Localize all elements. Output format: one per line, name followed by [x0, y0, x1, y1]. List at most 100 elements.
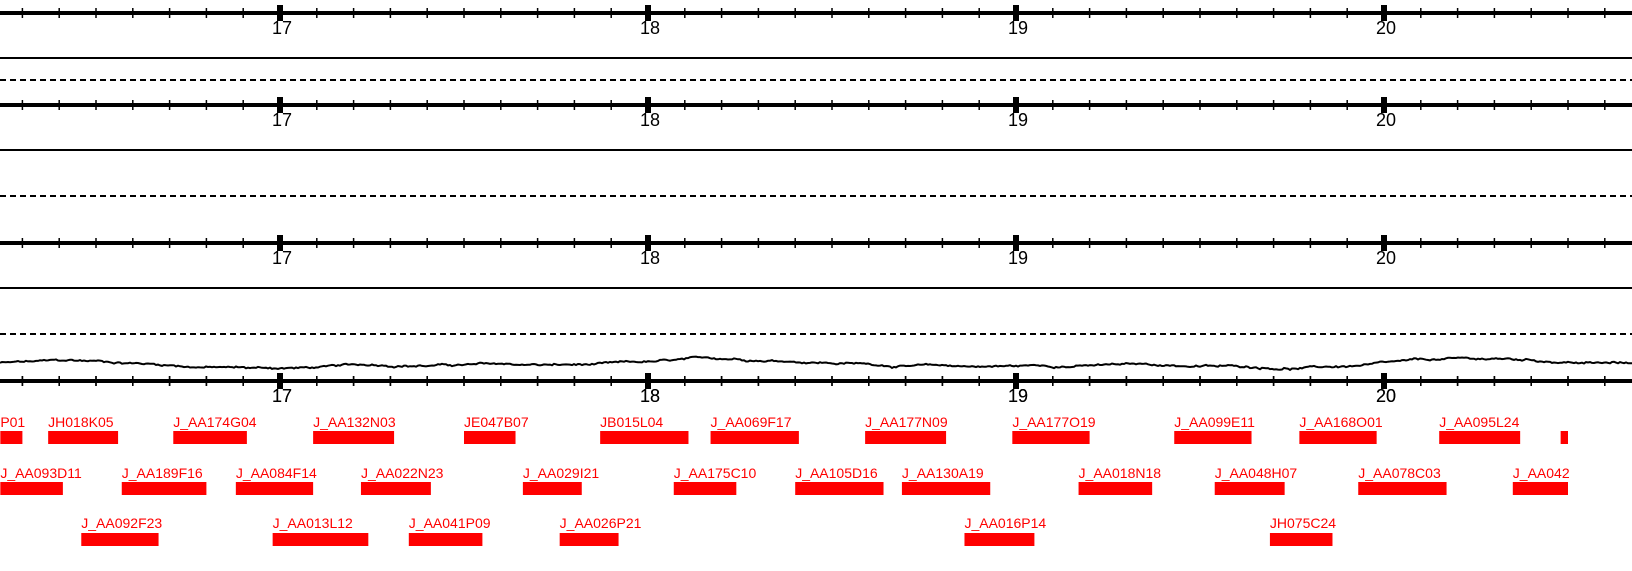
clone-label[interactable]: J_AA078C03 — [1358, 465, 1441, 481]
clone-row2-1[interactable]: J_AA189F16 — [121, 465, 207, 495]
clone-label[interactable]: J_AA018N18 — [1079, 465, 1162, 481]
clone-label[interactable]: J_AA042 — [1513, 465, 1570, 481]
ruler-axis-2: 17 18 19 20 — [0, 235, 1632, 268]
ruler-axis-1: 17 18 19 20 — [0, 97, 1632, 130]
clone-row3-4[interactable]: J_AA016P14 — [964, 515, 1046, 546]
clone-bar[interactable] — [710, 431, 799, 444]
clone-bar[interactable] — [522, 482, 582, 495]
clone-bar[interactable] — [600, 431, 689, 444]
clone-bar[interactable] — [673, 482, 737, 495]
clone-label[interactable]: JE047B07 — [464, 414, 529, 430]
clone-label[interactable]: J_AA016P14 — [964, 515, 1046, 531]
tick-label-19: 19 — [1008, 386, 1028, 406]
clone-row1-2[interactable]: J_AA174G04 — [173, 414, 257, 444]
clone-bar[interactable] — [1439, 431, 1521, 444]
clone-row3-3[interactable]: J_AA026P21 — [559, 515, 642, 546]
clone-bar[interactable] — [272, 533, 369, 546]
clone-bar[interactable] — [360, 482, 431, 495]
clone-bar[interactable] — [1174, 431, 1252, 444]
clone-label[interactable]: J_AA132N03 — [313, 414, 396, 430]
clone-label[interactable]: J_AA095L24 — [1439, 414, 1519, 430]
clone-bar[interactable] — [795, 482, 884, 495]
clone-bar[interactable] — [173, 431, 247, 444]
clone-row1-4[interactable]: JE047B07 — [464, 414, 529, 444]
clone-label[interactable]: J_AA174G04 — [173, 414, 256, 430]
clone-row1-7[interactable]: J_AA177N09 — [865, 414, 948, 444]
clone-row2-0[interactable]: J_AA093D11 — [0, 465, 82, 495]
clone-row3-5[interactable]: JH075C24 — [1269, 515, 1336, 546]
clone-bar[interactable] — [865, 431, 947, 444]
clone-bar[interactable] — [1214, 482, 1285, 495]
clone-bar[interactable] — [0, 431, 23, 444]
clone-bar[interactable] — [121, 482, 207, 495]
clone-bar[interactable] — [408, 533, 483, 546]
clone-bar[interactable] — [313, 431, 395, 444]
clone-bar[interactable] — [1299, 431, 1377, 444]
clone-label[interactable]: J_AA092F23 — [81, 515, 162, 531]
clone-label[interactable]: J_AA048H07 — [1215, 465, 1298, 481]
clone-bar[interactable] — [1560, 431, 1568, 444]
clone-label[interactable]: JH018K05 — [48, 414, 114, 430]
clone-row3-1[interactable]: J_AA013L12 — [272, 515, 369, 546]
clone-row1-12[interactable] — [1560, 431, 1568, 444]
clone-row3-0[interactable]: J_AA092F23 — [81, 515, 162, 546]
clone-tracks: P01 JH018K05 J_AA174G04 J_AA132N03 JE047B07 J… — [0, 414, 1570, 546]
clone-label[interactable]: J_AA099E11 — [1174, 414, 1255, 430]
clone-row2-9[interactable]: J_AA048H07 — [1214, 465, 1298, 495]
clone-row2-3[interactable]: J_AA022N23 — [360, 465, 444, 495]
clone-row1-11[interactable]: J_AA095L24 — [1439, 414, 1521, 444]
clone-row1-1[interactable]: JH018K05 — [48, 414, 119, 444]
clone-label[interactable]: JH075C24 — [1270, 515, 1336, 531]
clone-bar[interactable] — [1269, 533, 1333, 546]
clone-label[interactable]: J_AA069F17 — [711, 414, 792, 430]
clone-label[interactable]: J_AA177O19 — [1012, 414, 1095, 430]
tick-label-17: 17 — [272, 386, 292, 406]
clone-row1-9[interactable]: J_AA099E11 — [1174, 414, 1255, 444]
clone-label[interactable]: P01 — [0, 414, 25, 430]
clone-bar[interactable] — [1078, 482, 1153, 495]
tick-label-19: 19 — [1008, 110, 1028, 130]
clone-row1-6[interactable]: J_AA069F17 — [710, 414, 799, 444]
clone-row3-2[interactable]: J_AA041P09 — [408, 515, 491, 546]
ruler-axis-3: 17 18 19 20 — [0, 373, 1632, 406]
clone-label[interactable]: J_AA026P21 — [560, 515, 642, 531]
clone-bar[interactable] — [235, 482, 314, 495]
clone-row1-10[interactable]: J_AA168O01 — [1299, 414, 1383, 444]
clone-bar[interactable] — [48, 431, 119, 444]
clone-bar[interactable] — [1358, 482, 1447, 495]
clone-row1-0[interactable]: P01 — [0, 414, 25, 444]
clone-label[interactable]: J_AA022N23 — [361, 465, 444, 481]
clone-bar[interactable] — [901, 482, 991, 495]
clone-label[interactable]: J_AA177N09 — [865, 414, 948, 430]
clone-bar[interactable] — [0, 482, 63, 495]
clone-row2-11[interactable]: J_AA042 — [1512, 465, 1570, 495]
clone-row2-2[interactable]: J_AA084F14 — [235, 465, 317, 495]
clone-label[interactable]: J_AA189F16 — [122, 465, 203, 481]
clone-row2-6[interactable]: J_AA105D16 — [795, 465, 884, 495]
tick-label-20: 20 — [1376, 248, 1396, 268]
clone-bar[interactable] — [964, 533, 1035, 546]
clone-bar[interactable] — [464, 431, 516, 444]
clone-label[interactable]: J_AA168O01 — [1299, 414, 1382, 430]
clone-label[interactable]: J_AA041P09 — [409, 515, 491, 531]
clone-row2-4[interactable]: J_AA029I21 — [522, 465, 599, 495]
clone-label[interactable]: J_AA105D16 — [795, 465, 878, 481]
clone-bar[interactable] — [559, 533, 619, 546]
clone-row2-5[interactable]: J_AA175C10 — [673, 465, 757, 495]
clone-bar[interactable] — [1512, 482, 1568, 495]
clone-label[interactable]: J_AA093D11 — [0, 465, 82, 481]
clone-bar[interactable] — [1012, 431, 1090, 444]
clone-row1-8[interactable]: J_AA177O19 — [1012, 414, 1096, 444]
clone-label[interactable]: J_AA029I21 — [523, 465, 599, 481]
clone-row2-10[interactable]: J_AA078C03 — [1358, 465, 1447, 495]
clone-row1-3[interactable]: J_AA132N03 — [313, 414, 396, 444]
clone-label[interactable]: J_AA130A19 — [902, 465, 984, 481]
clone-label[interactable]: J_AA013L12 — [273, 515, 353, 531]
clone-row1-5[interactable]: JB015L04 — [600, 414, 689, 444]
clone-row2-8[interactable]: J_AA018N18 — [1078, 465, 1162, 495]
clone-label[interactable]: J_AA175C10 — [674, 465, 757, 481]
clone-bar[interactable] — [81, 533, 159, 546]
clone-label[interactable]: J_AA084F14 — [236, 465, 317, 481]
clone-row2-7[interactable]: J_AA130A19 — [901, 465, 991, 495]
clone-label[interactable]: JB015L04 — [600, 414, 663, 430]
